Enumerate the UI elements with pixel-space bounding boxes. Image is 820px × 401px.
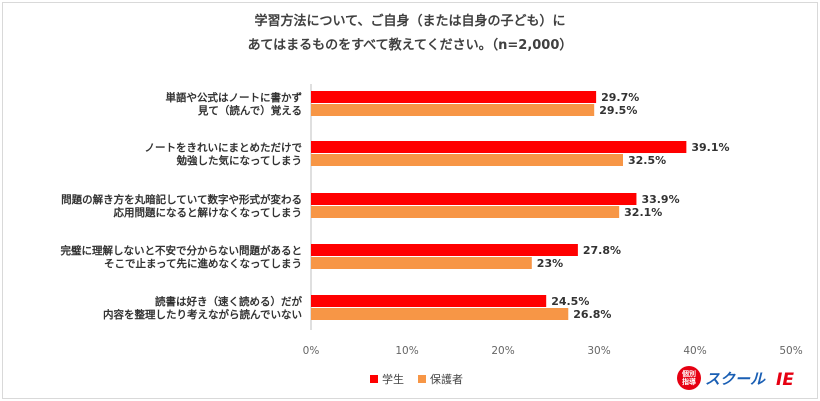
legend-label-parent: 保護者 [430, 373, 463, 386]
data-label-parent-1: 32.5% [628, 154, 666, 167]
x-tick-label-0: 0% [303, 345, 320, 357]
legend-swatch-parent [418, 375, 426, 383]
chart-title-line-1: 学習方法について、ご自身（または自身の子ども）に [254, 14, 566, 29]
school-ie-logo: 個別 指導 スクール IE [676, 365, 804, 391]
data-label-student-0: 29.7% [601, 91, 639, 104]
data-label-student-3: 27.8% [583, 244, 621, 257]
category-label-4-0: 読書は好き（速く読める）だが [155, 295, 302, 308]
chart-title: 学習方法について、ご自身（または自身の子ども）に あてはまるものをすべて教えてく… [0, 10, 820, 58]
chart-title-line-2: あてはまるものをすべて教えてください。（n=2,000） [247, 38, 573, 53]
x-tick-label-4: 40% [683, 345, 706, 357]
x-tick-label-2: 20% [491, 345, 514, 357]
data-label-parent-3: 23% [537, 257, 563, 270]
x-tick-label-3: 30% [587, 345, 610, 357]
category-label-0-1: 見て（読んで）覚える [197, 104, 302, 117]
logo-mark: 個別 指導 スクール IE [677, 366, 794, 390]
category-label-2-0: 問題の解き方を丸暗記していて数字や形式が変わる [61, 193, 302, 206]
bar-student-0 [311, 91, 597, 103]
logo-badge-line-1: 個別 [681, 369, 696, 378]
legend-item-student: 学生 [370, 371, 404, 387]
bar-parent-2 [311, 206, 620, 218]
bar-parent-0 [311, 104, 595, 116]
bar-student-4 [311, 295, 547, 307]
legend-swatch-student [370, 375, 378, 383]
x-tick-label-1: 10% [395, 345, 418, 357]
logo-badge-line-2: 指導 [682, 377, 696, 386]
category-label-3-1: そこで止まって先に進めなくなってしまう [104, 257, 302, 270]
logo-ie: IE [776, 370, 794, 390]
category-label-1-0: ノートをきれいにまとめただけで [145, 142, 303, 154]
category-label-4-1: 内容を整理したり考えながら読んでいない [103, 308, 302, 321]
category-label-0-0: 単語や公式はノートに書かず [166, 91, 303, 104]
bar-parent-4 [311, 308, 569, 320]
category-label-2-1: 応用問題になると解けなくなってしまう [114, 206, 302, 219]
data-label-student-4: 24.5% [551, 295, 589, 308]
data-label-parent-0: 29.5% [599, 104, 637, 117]
bar-student-3 [311, 244, 578, 256]
bar-parent-1 [311, 154, 623, 166]
logo-text: スクール [705, 370, 766, 388]
x-tick-label-5: 50% [779, 345, 802, 357]
legend-label-student: 学生 [382, 373, 404, 386]
bar-student-1 [311, 141, 687, 153]
data-label-student-2: 33.9% [641, 193, 679, 206]
data-label-parent-2: 32.1% [624, 206, 662, 219]
category-label-3-0: 完璧に理解しないと不安で分からない問題があると [61, 244, 303, 257]
data-label-student-1: 39.1% [691, 141, 729, 154]
bar-student-2 [311, 193, 637, 205]
legend-item-parent: 保護者 [418, 371, 463, 387]
category-label-1-1: 勉強した気になってしまう [176, 154, 302, 167]
data-label-parent-4: 26.8% [573, 308, 611, 321]
legend: 学生 保護者 [370, 371, 477, 387]
bar-parent-3 [311, 257, 532, 269]
